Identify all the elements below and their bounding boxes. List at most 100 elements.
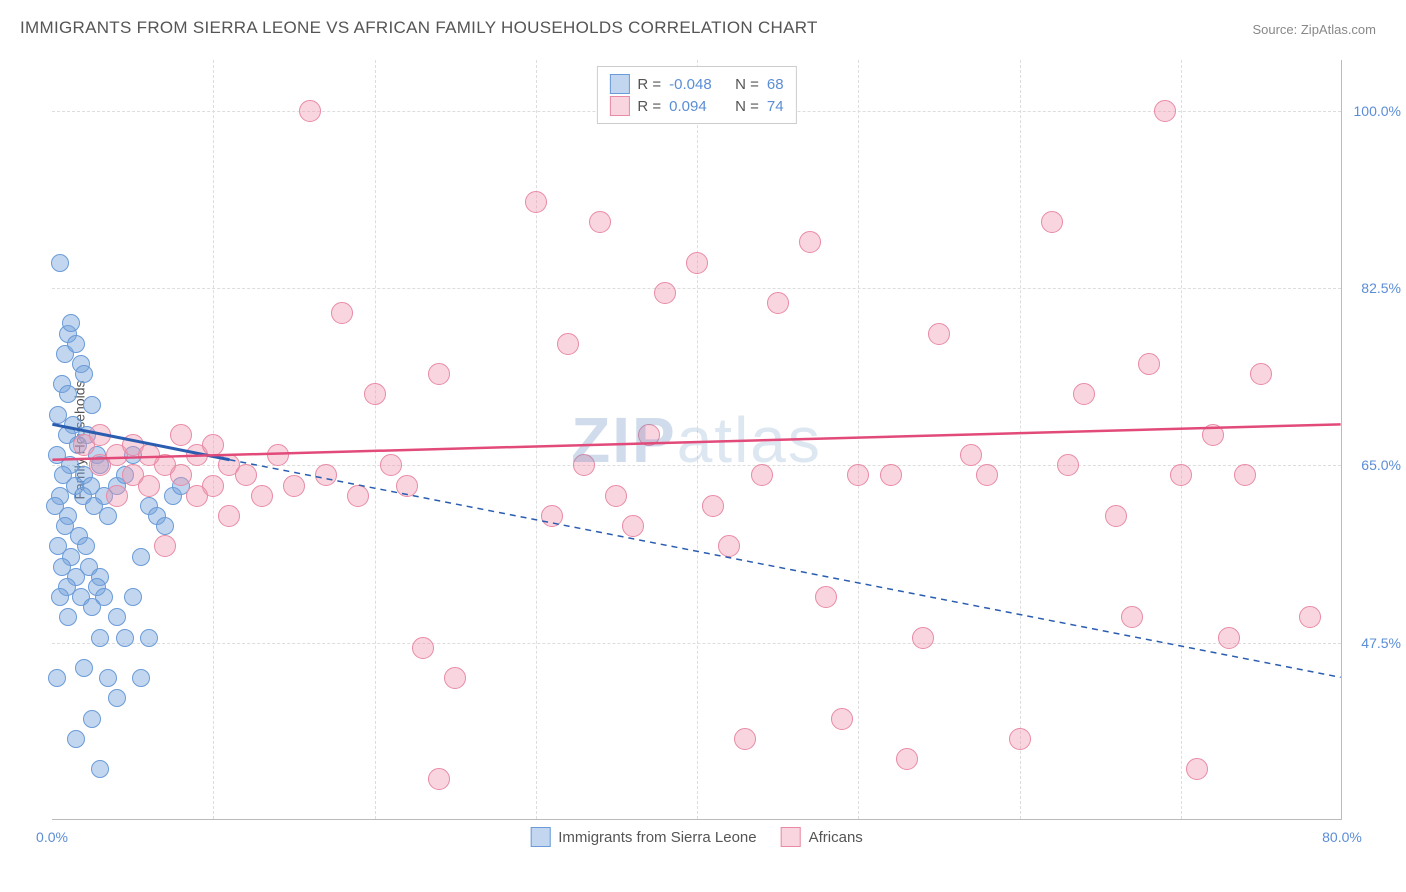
data-point [62, 314, 80, 332]
data-point [396, 475, 418, 497]
data-point [1121, 606, 1143, 628]
grid-line-v [858, 60, 859, 819]
data-point [428, 363, 450, 385]
x-tick-label: 0.0% [36, 829, 68, 845]
grid-line-v [1181, 60, 1182, 819]
data-point [347, 485, 369, 507]
data-point [106, 485, 128, 507]
data-point [138, 475, 160, 497]
data-point [751, 464, 773, 486]
data-point [315, 464, 337, 486]
data-point [1154, 100, 1176, 122]
data-point [912, 627, 934, 649]
legend-label: Africans [809, 829, 863, 846]
source-value: ZipAtlas.com [1301, 22, 1376, 37]
data-point [412, 637, 434, 659]
trend-line-extrapolated [229, 460, 1340, 678]
data-point [960, 444, 982, 466]
data-point [1041, 211, 1063, 233]
data-point [75, 365, 93, 383]
data-point [108, 608, 126, 626]
data-point [428, 768, 450, 790]
legend-item: Africans [781, 827, 863, 847]
n-label: N = [735, 76, 759, 93]
data-point [67, 335, 85, 353]
y-tick-label: 100.0% [1354, 103, 1401, 119]
data-point [299, 100, 321, 122]
data-point [573, 454, 595, 476]
data-point [1170, 464, 1192, 486]
page-title: IMMIGRANTS FROM SIERRA LEONE VS AFRICAN … [20, 18, 818, 38]
data-point [1234, 464, 1256, 486]
data-point [83, 396, 101, 414]
data-point [1138, 353, 1160, 375]
data-point [718, 535, 740, 557]
n-value: 68 [767, 76, 784, 93]
data-point [880, 464, 902, 486]
legend-swatch [530, 827, 550, 847]
data-point [140, 629, 158, 647]
data-point [976, 464, 998, 486]
data-point [638, 424, 660, 446]
data-point [557, 333, 579, 355]
data-point [59, 608, 77, 626]
data-point [815, 586, 837, 608]
data-point [1105, 505, 1127, 527]
data-point [525, 191, 547, 213]
data-point [89, 424, 111, 446]
data-point [605, 485, 627, 507]
data-point [108, 689, 126, 707]
data-point [124, 588, 142, 606]
data-point [767, 292, 789, 314]
data-point [170, 424, 192, 446]
data-point [283, 475, 305, 497]
data-point [59, 385, 77, 403]
legend-series: Immigrants from Sierra Leone Africans [530, 827, 863, 847]
data-point [1186, 758, 1208, 780]
grid-line-v [1020, 60, 1021, 819]
data-point [928, 323, 950, 345]
data-point [896, 748, 918, 770]
data-point [132, 669, 150, 687]
data-point [1250, 363, 1272, 385]
y-tick-label: 82.5% [1361, 280, 1401, 296]
data-point [622, 515, 644, 537]
r-value: -0.048 [669, 76, 719, 93]
data-point [202, 434, 224, 456]
legend-swatch [609, 74, 629, 94]
data-point [116, 629, 134, 647]
legend-swatch [781, 827, 801, 847]
y-tick-label: 47.5% [1361, 635, 1401, 651]
data-point [847, 464, 869, 486]
data-point [1299, 606, 1321, 628]
data-point [51, 588, 69, 606]
r-label: R = [637, 76, 661, 93]
data-point [170, 464, 192, 486]
data-point [654, 282, 676, 304]
data-point [1009, 728, 1031, 750]
data-point [686, 252, 708, 274]
data-point [251, 485, 273, 507]
data-point [132, 548, 150, 566]
data-point [91, 629, 109, 647]
data-point [218, 505, 240, 527]
correlation-chart: Family Households ZIPatlas R =-0.048N =6… [52, 60, 1342, 820]
source-label: Source: ZipAtlas.com [1252, 22, 1376, 37]
data-point [734, 728, 756, 750]
data-point [99, 669, 117, 687]
data-point [589, 211, 611, 233]
legend-swatch [609, 96, 629, 116]
data-point [1073, 383, 1095, 405]
data-point [541, 505, 563, 527]
legend-stats: R =-0.048N =68R =0.094N =74 [596, 66, 796, 124]
data-point [48, 669, 66, 687]
data-point [799, 231, 821, 253]
grid-line-v [697, 60, 698, 819]
data-point [99, 507, 117, 525]
data-point [51, 254, 69, 272]
legend-label: Immigrants from Sierra Leone [558, 829, 756, 846]
data-point [1202, 424, 1224, 446]
legend-item: Immigrants from Sierra Leone [530, 827, 756, 847]
data-point [1057, 454, 1079, 476]
data-point [186, 485, 208, 507]
